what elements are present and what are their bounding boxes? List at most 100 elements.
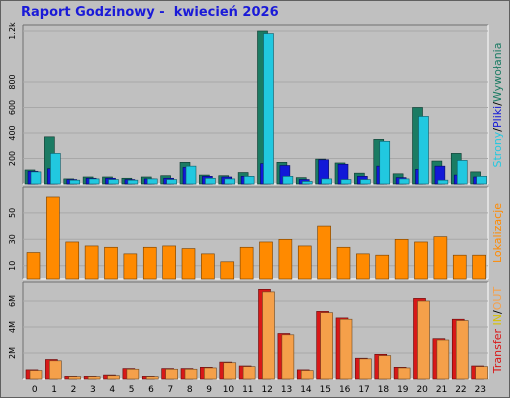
y-tick-3-2: 6M <box>8 295 17 307</box>
legend-transfer-in-out-part-0: Transfer <box>491 328 504 374</box>
bar-transfer-out-1 <box>49 360 62 380</box>
bar-strony-13 <box>282 176 294 185</box>
y-tick-3-0: 2M <box>8 347 17 359</box>
bar-transfer-out-5 <box>126 368 140 380</box>
bar-transfer-out-18 <box>378 355 392 380</box>
x-tick-12: 12 <box>261 385 272 395</box>
bar-transfer-out-2 <box>68 376 82 380</box>
legend-lokalizacje-part-0: Lokalizacje <box>491 203 504 263</box>
bar-strony-3 <box>88 178 100 185</box>
plot-area-3 <box>23 282 488 379</box>
y-tick-2-0: 10 <box>8 261 17 271</box>
bar-strony-6 <box>146 178 158 185</box>
x-tick-15: 15 <box>320 385 331 395</box>
bar-lokalizacje-9 <box>201 253 215 280</box>
x-tick-11: 11 <box>242 385 253 395</box>
bar-strony-18 <box>379 140 391 185</box>
legend-transfer-in-out-part-2: IN <box>491 314 504 325</box>
bar-strony-21 <box>437 179 449 185</box>
bar-transfer-out-3 <box>87 376 101 380</box>
y-tick-2-2: 50 <box>8 208 17 218</box>
bar-transfer-out-20 <box>417 300 430 380</box>
bar-lokalizacje-5 <box>123 253 138 280</box>
x-tick-10: 10 <box>223 385 235 395</box>
bar-lokalizacje-14 <box>297 245 312 280</box>
bar-transfer-out-12 <box>262 291 275 380</box>
x-tick-4: 4 <box>109 385 115 395</box>
bar-transfer-out-6 <box>145 376 159 380</box>
x-tick-19: 19 <box>397 385 409 395</box>
x-tick-1: 1 <box>51 385 57 395</box>
bar-transfer-out-9 <box>204 367 217 380</box>
y-tick-2-1: 30 <box>8 234 17 244</box>
bar-strony-5 <box>127 179 139 185</box>
bar-strony-9 <box>205 177 216 185</box>
legend-strony-pliki-wywolania-part-3: / <box>491 102 504 106</box>
bar-lokalizacje-20 <box>414 241 428 280</box>
bar-lokalizacje-3 <box>84 245 99 280</box>
bar-lokalizacje-16 <box>336 246 351 280</box>
bar-strony-7 <box>166 179 177 185</box>
x-tick-20: 20 <box>416 385 428 395</box>
bar-strony-0 <box>30 171 42 185</box>
legend-transfer-in-out-part-4: OUT <box>491 287 504 311</box>
bar-transfer-out-11 <box>242 366 256 380</box>
x-tick-7: 7 <box>167 385 173 395</box>
x-tick-9: 9 <box>206 385 212 395</box>
bar-lokalizacje-0 <box>26 252 41 280</box>
bar-transfer-out-0 <box>29 370 43 380</box>
bar-lokalizacje-2 <box>65 241 80 280</box>
x-tick-17: 17 <box>358 385 369 395</box>
legend-strony-pliki-wywolania-part-2: Pliki <box>491 106 504 128</box>
bar-strony-23 <box>476 176 487 185</box>
bar-lokalizacje-11 <box>239 246 254 280</box>
bar-transfer-out-22 <box>455 320 469 380</box>
bar-transfer-out-13 <box>281 334 295 380</box>
bar-lokalizacje-8 <box>181 248 196 280</box>
bar-strony-10 <box>224 178 236 185</box>
bar-transfer-out-8 <box>184 368 198 380</box>
bar-transfer-out-21 <box>436 339 450 380</box>
bar-strony-8 <box>185 165 197 185</box>
bar-transfer-out-4 <box>107 375 120 380</box>
bar-transfer-out-15 <box>320 312 333 380</box>
bar-lokalizacje-19 <box>394 239 409 280</box>
bar-strony-22 <box>456 160 468 185</box>
legend-strony-pliki-wywolania-part-4: Wywołania <box>491 43 504 103</box>
bar-transfer-out-17 <box>359 358 372 380</box>
x-tick-3: 3 <box>90 385 96 395</box>
bar-transfer-out-16 <box>339 318 353 380</box>
bar-strony-17 <box>360 179 371 185</box>
y-tick-1-4: 1.2k <box>8 22 17 40</box>
bar-transfer-out-19 <box>397 367 411 380</box>
bar-lokalizacje-22 <box>452 254 467 280</box>
bar-strony-15 <box>321 178 332 185</box>
x-tick-16: 16 <box>339 385 351 395</box>
bar-transfer-out-10 <box>223 362 237 380</box>
x-tick-18: 18 <box>378 385 390 395</box>
y-tick-1-2: 600 <box>8 100 17 115</box>
plot-area-1 <box>23 25 488 184</box>
x-tick-5: 5 <box>129 385 135 395</box>
y-tick-1-0: 200 <box>8 151 17 166</box>
legend-strony-pliki-wywolania: Strony/Pliki/Wywołania <box>491 43 504 168</box>
bar-strony-19 <box>398 178 410 185</box>
bar-lokalizacje-10 <box>220 261 235 280</box>
bar-transfer-out-7 <box>165 368 178 380</box>
bar-lokalizacje-17 <box>356 253 370 280</box>
legend-lokalizacje: Lokalizacje <box>491 203 504 263</box>
y-tick-1-1: 400 <box>8 125 17 140</box>
chart-title: Raport Godzinowy - kwiecień 2026 <box>21 5 279 20</box>
legend-transfer-in-out-part-3: / <box>491 310 504 314</box>
bar-transfer-out-14 <box>300 370 314 380</box>
x-tick-22: 22 <box>455 385 466 395</box>
bar-strony-2 <box>69 179 81 185</box>
y-tick-1-3: 800 <box>8 74 17 89</box>
x-tick-2: 2 <box>71 385 77 395</box>
y-tick-3-1: 4M <box>8 321 17 333</box>
x-tick-21: 21 <box>436 385 447 395</box>
bar-lokalizacje-1 <box>46 196 60 280</box>
legend-strony-pliki-wywolania-part-0: Strony <box>491 131 504 167</box>
bar-lokalizacje-12 <box>259 241 273 280</box>
